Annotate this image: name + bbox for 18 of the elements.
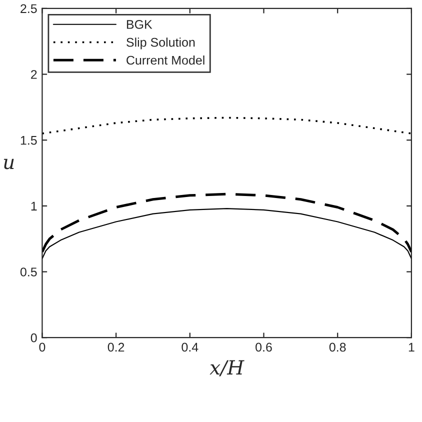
legend-label: BGK <box>126 20 152 29</box>
x-tick-label: 0.6 <box>256 342 272 352</box>
y-tick-label: 0 <box>30 333 37 342</box>
x-tick-label: 1 <box>408 342 414 352</box>
x-tick-label: 0 <box>39 342 46 352</box>
y-tick-label: 1 <box>31 202 37 210</box>
x-tick-label: 0.8 <box>329 342 346 352</box>
legend-label: Current Model <box>126 55 204 65</box>
y-tick-label: 1.5 <box>20 136 37 145</box>
line-series <box>42 116 412 134</box>
y-tick-label: 2 <box>31 70 37 79</box>
x-tick-label: 0.4 <box>182 342 198 352</box>
x-axis-title: x/H <box>210 360 244 376</box>
y-tick-label: 2.5 <box>20 4 37 14</box>
y-tick-label: 0.5 <box>20 268 37 276</box>
legend-label: Slip Solution <box>126 38 195 50</box>
x-tick-label: 0.2 <box>108 342 124 352</box>
y-axis-title: u <box>4 158 14 170</box>
